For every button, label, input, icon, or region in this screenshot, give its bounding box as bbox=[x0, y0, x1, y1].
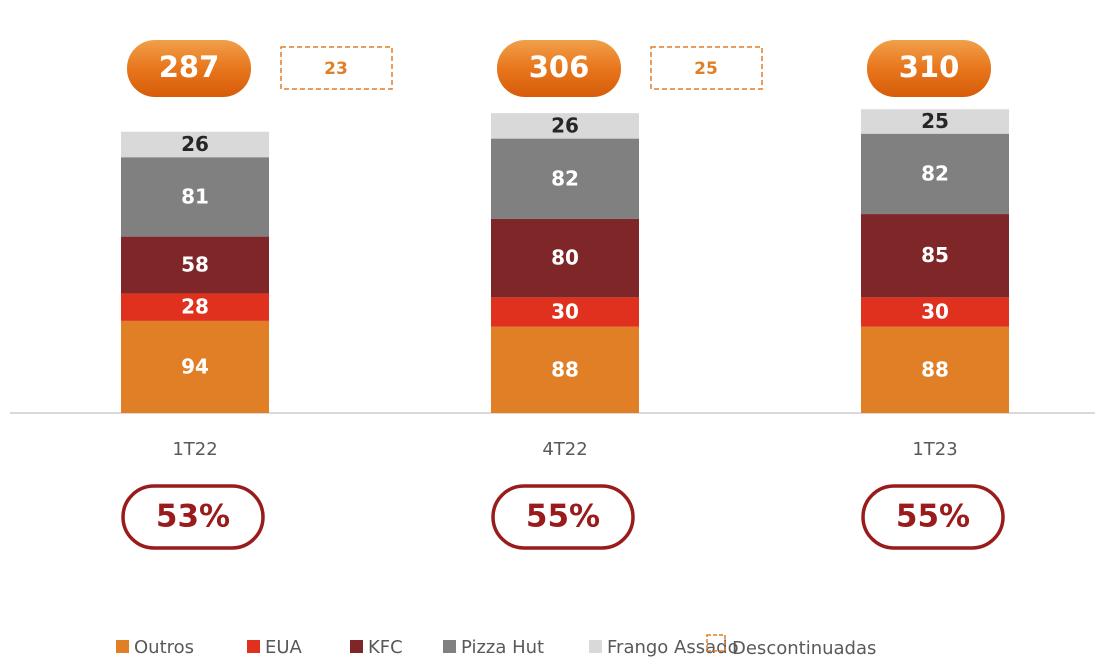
total-pill bbox=[867, 40, 991, 97]
total-label: 306 bbox=[529, 50, 590, 84]
legend-label: KFC bbox=[368, 637, 403, 658]
segment-label: 25 bbox=[921, 109, 949, 133]
bar-segment bbox=[861, 297, 1009, 327]
legend-label: Outros bbox=[134, 637, 194, 658]
legend-swatch bbox=[706, 634, 726, 652]
bar-segment bbox=[491, 297, 639, 327]
x-tick-label: 4T22 bbox=[542, 439, 587, 460]
legend-swatch bbox=[116, 640, 129, 653]
bar-segment bbox=[121, 293, 269, 321]
segment-label: 28 bbox=[181, 295, 209, 319]
margin-pill bbox=[121, 484, 265, 550]
legend-swatch bbox=[589, 640, 602, 653]
bar-segment bbox=[121, 157, 269, 237]
segment-label: 30 bbox=[551, 300, 579, 324]
segment-label: 82 bbox=[551, 166, 579, 190]
margin-pill bbox=[861, 484, 1005, 550]
bar-segment bbox=[861, 133, 1009, 215]
bar-segment bbox=[861, 214, 1009, 298]
segment-label: 80 bbox=[551, 246, 579, 270]
bar-segment bbox=[861, 326, 1009, 413]
legend-swatch bbox=[247, 640, 260, 653]
bar-segment bbox=[121, 320, 269, 413]
total-pill bbox=[497, 40, 621, 97]
bar-segment bbox=[121, 236, 269, 294]
legend-label: Descontinuadas bbox=[732, 638, 876, 658]
segment-label: 88 bbox=[921, 357, 949, 381]
discontinued-label: 23 bbox=[324, 59, 348, 79]
discontinued-label: 25 bbox=[694, 59, 718, 79]
bar-segment bbox=[121, 131, 269, 158]
total-label: 310 bbox=[899, 50, 960, 84]
segment-label: 81 bbox=[181, 184, 209, 208]
discontinued-box bbox=[650, 46, 763, 90]
margin-label: 55% bbox=[526, 499, 600, 535]
segment-label: 94 bbox=[181, 354, 209, 378]
discontinued-box bbox=[280, 46, 393, 90]
segment-label: 85 bbox=[921, 243, 949, 267]
x-tick-label: 1T22 bbox=[172, 439, 217, 460]
legend-swatch bbox=[443, 640, 456, 653]
total-label: 287 bbox=[159, 50, 220, 84]
legend-label: Frango Assado bbox=[607, 637, 739, 658]
margin-label: 53% bbox=[156, 499, 230, 535]
bar-segment bbox=[491, 218, 639, 298]
bar-segment bbox=[861, 109, 1009, 134]
legend-label: Pizza Hut bbox=[461, 637, 544, 658]
total-pill bbox=[127, 40, 251, 97]
bar-segment bbox=[491, 113, 639, 139]
margin-label: 55% bbox=[896, 499, 970, 535]
legend-swatch bbox=[350, 640, 363, 653]
x-tick-label: 1T23 bbox=[912, 439, 957, 460]
bar-segment bbox=[491, 326, 639, 413]
bar-segment bbox=[491, 138, 639, 219]
segment-label: 82 bbox=[921, 161, 949, 185]
segment-label: 58 bbox=[181, 253, 209, 277]
segment-label: 30 bbox=[921, 300, 949, 324]
segment-label: 88 bbox=[551, 357, 579, 381]
segment-label: 26 bbox=[551, 113, 579, 137]
margin-pill bbox=[491, 484, 635, 550]
legend-label: EUA bbox=[265, 637, 303, 658]
segment-label: 26 bbox=[181, 132, 209, 156]
